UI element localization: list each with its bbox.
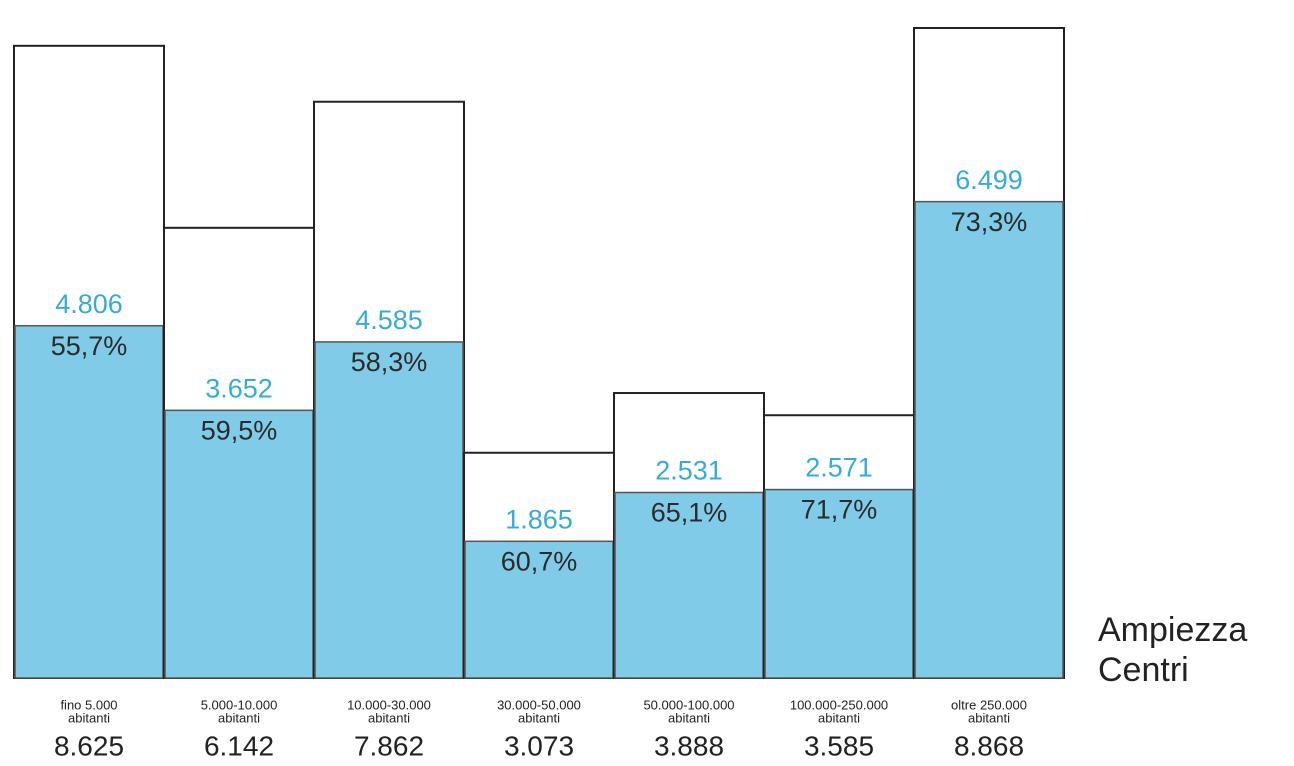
subset-label: 6.499 — [955, 165, 1023, 195]
category-label: abitanti — [368, 710, 410, 725]
subset-bar — [914, 200, 1064, 679]
share-label: 60,7% — [501, 546, 578, 576]
total-label: 3.073 — [504, 730, 574, 761]
subset-label: 4.585 — [355, 305, 423, 335]
x-axis-label: Ampiezza — [1098, 611, 1247, 649]
category-label: abitanti — [218, 710, 260, 725]
category-label: 50.000-100.000 — [643, 697, 734, 712]
category-label: abitanti — [818, 710, 860, 725]
total-label: 8.868 — [954, 730, 1024, 761]
subset-label: 4.806 — [55, 289, 123, 319]
category-label: 5.000-10.000 — [201, 697, 278, 712]
share-label: 55,7% — [51, 331, 128, 361]
share-label: 58,3% — [351, 347, 428, 377]
category-label: 100.000-250.000 — [790, 697, 888, 712]
category-label: abitanti — [68, 710, 110, 725]
share-label: 59,5% — [201, 415, 278, 445]
x-axis-label: Centri — [1098, 651, 1189, 689]
share-label: 65,1% — [651, 498, 728, 528]
total-label: 8.625 — [54, 730, 124, 761]
category-label: abitanti — [518, 710, 560, 725]
subset-label: 3.652 — [205, 373, 273, 403]
category-label: abitanti — [968, 710, 1010, 725]
subset-label: 1.865 — [505, 504, 573, 534]
total-label: 7.862 — [354, 730, 424, 761]
subset-bar — [164, 409, 314, 679]
category-label: abitanti — [668, 710, 710, 725]
subset-bar — [764, 488, 914, 679]
total-label: 3.888 — [654, 730, 724, 761]
subset-bar — [614, 491, 764, 679]
subset-bar — [14, 324, 164, 679]
share-label: 71,7% — [801, 495, 878, 525]
share-label: 73,3% — [951, 207, 1028, 237]
category-label: 30.000-50.000 — [497, 697, 581, 712]
subset-label: 2.531 — [655, 456, 723, 486]
total-label: 3.585 — [804, 730, 874, 761]
subset-label: 2.571 — [805, 453, 873, 483]
subset-bar — [314, 341, 464, 679]
subset-bar — [464, 540, 614, 679]
category-label: fino 5.000 — [60, 697, 117, 712]
category-label: oltre 250.000 — [951, 697, 1027, 712]
total-label: 6.142 — [204, 730, 274, 761]
category-label: 10.000-30.000 — [347, 697, 431, 712]
